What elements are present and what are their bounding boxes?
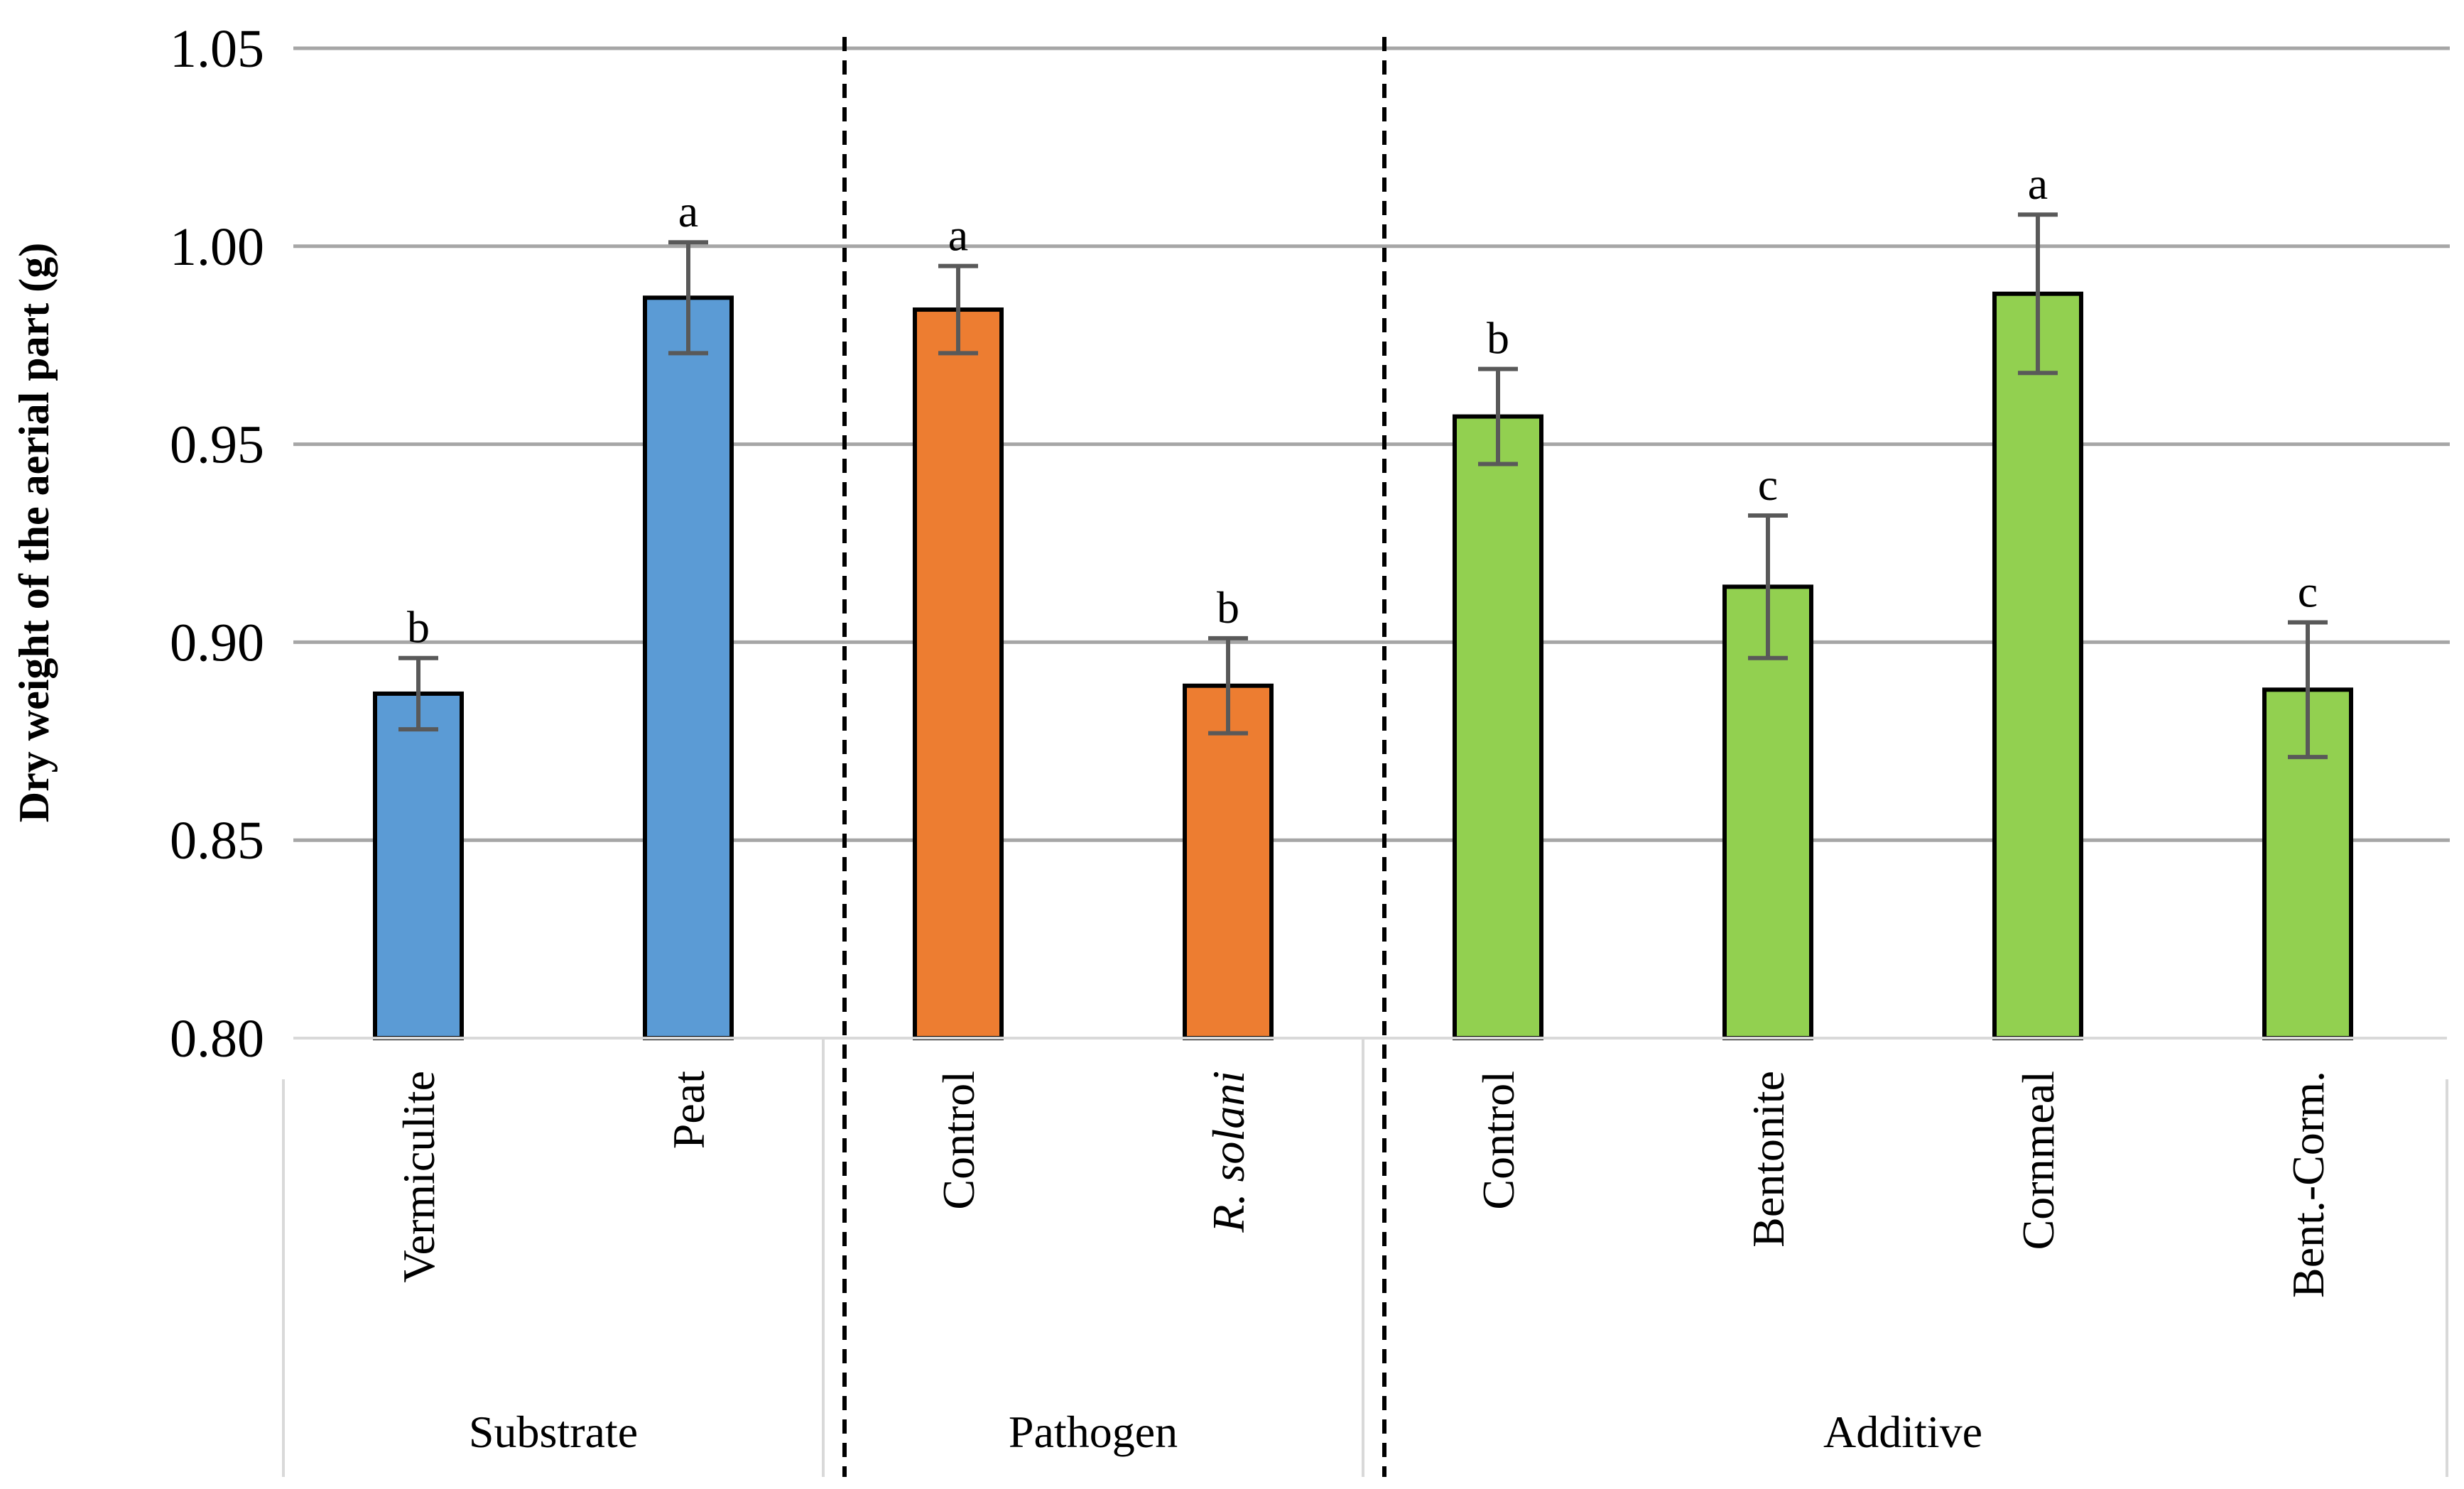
significance-letter: b <box>407 602 430 653</box>
bar <box>1722 584 1813 1040</box>
gridlines <box>293 46 2450 842</box>
bar <box>1183 683 1274 1041</box>
significance-letter: b <box>1217 582 1239 633</box>
bar <box>1992 291 2083 1040</box>
bar <box>1453 414 1543 1040</box>
x-tick-label: Control <box>1473 1071 1524 1210</box>
x-tick-label: Bentonite <box>1743 1071 1793 1248</box>
group-label: Substrate <box>469 1407 638 1457</box>
significance-letter: b <box>1487 313 1509 364</box>
y-tick-label: 0.90 <box>170 613 264 672</box>
significance-letter: a <box>948 210 968 261</box>
y-tick-label: 1.00 <box>170 217 264 277</box>
x-tick-label: Vermiculite <box>394 1071 444 1283</box>
significance-letter: a <box>2028 158 2048 209</box>
group-separators <box>842 37 1386 1477</box>
significance-letter: c <box>1758 459 1778 510</box>
x-axis-labels: Vermiculite Peat Substrate Control R. solani… <box>394 1071 2333 1457</box>
bars <box>373 291 2353 1041</box>
error-bars <box>398 212 2328 760</box>
significance-letter: a <box>678 186 698 236</box>
bar <box>913 307 1004 1040</box>
significance-letter: c <box>2298 567 2318 617</box>
x-tick-label: Control <box>933 1071 984 1210</box>
category-axis-box <box>282 1037 2448 1477</box>
y-axis-title: Dry weight of the aerial part (g) <box>11 243 58 822</box>
x-tick-label: Bent.-Corm. <box>2283 1071 2333 1298</box>
x-tick-label: Cornmeal <box>2013 1071 2063 1250</box>
x-tick-label: R. solani <box>1203 1071 1254 1233</box>
y-tick-label: 0.80 <box>170 1009 264 1069</box>
bar <box>643 295 734 1041</box>
group-label: Pathogen <box>1009 1407 1178 1457</box>
y-axis-ticks: 0.80 0.85 0.90 0.95 1.00 1.05 <box>170 19 264 1069</box>
group-label: Additive <box>1823 1407 1982 1457</box>
y-tick-label: 0.85 <box>170 811 264 871</box>
y-tick-label: 0.95 <box>170 415 264 475</box>
x-tick-label: Peat <box>663 1071 714 1149</box>
significance-letters: b a a b b c a c <box>407 158 2318 653</box>
bar <box>373 691 464 1040</box>
y-tick-label: 1.05 <box>170 19 264 79</box>
